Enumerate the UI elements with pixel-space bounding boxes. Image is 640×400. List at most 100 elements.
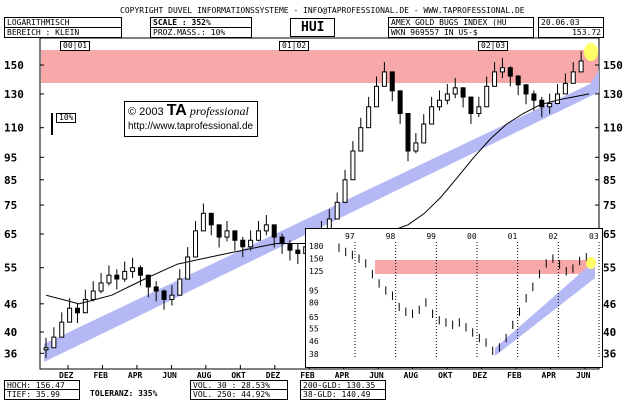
x-tick-label: JUN (162, 371, 177, 380)
candle-body (421, 123, 427, 144)
inset-x-tick-label: 02 (548, 232, 558, 241)
y-tick-label: 65 (603, 228, 616, 241)
y-tick-label: 40 (4, 326, 17, 339)
y-tick-label: 55 (4, 262, 17, 275)
inset-resistance-band (375, 260, 595, 274)
candle-body (429, 106, 435, 125)
resistance-band (41, 50, 598, 83)
candle-body (397, 90, 403, 115)
candle-body (476, 106, 482, 115)
candle-body (381, 71, 387, 87)
ticker-label: HUI (290, 18, 336, 37)
x-tick-label: FEB (300, 371, 315, 380)
candle-body (389, 71, 395, 92)
candle-body (74, 307, 80, 314)
stat-38gld: 38-GLD: 140.49 (300, 389, 386, 400)
x-tick-label: APR (335, 371, 350, 380)
inset-y-tick-label: 65 (309, 313, 319, 322)
y-tick-label: 36 (603, 347, 617, 360)
y-tick-label: 55 (603, 262, 616, 275)
year-marker: 02|03 (478, 41, 509, 51)
inset-x-tick-label: 99 (426, 232, 436, 241)
scale-bar (51, 113, 53, 135)
candle-body (358, 127, 364, 152)
stat-vol250: VOL. 250: 44.92% (190, 389, 288, 400)
candle-body (547, 102, 553, 108)
candle-body (271, 224, 277, 238)
candle-body (153, 286, 159, 292)
inset-y-tick-label: 180 (309, 242, 324, 251)
candle-body (43, 347, 49, 351)
candle-body (208, 212, 214, 226)
watermark-url: http://www.taprofessional.de (128, 121, 254, 132)
candle-body (255, 230, 261, 241)
candle-body (515, 75, 521, 86)
candle-body (562, 82, 568, 95)
y-tick-label: 85 (603, 174, 616, 187)
last-price: 153.72 (538, 27, 604, 38)
candle-body (82, 298, 88, 314)
x-tick-label: DEZ (266, 371, 281, 380)
inset-chart: 38 46 55 65 80 95 125 150 180 97 98 99 00 01 02 03 (305, 228, 603, 368)
x-tick-label: AUG (404, 371, 419, 380)
inset-x-tick-label: 97 (345, 232, 355, 241)
inset-x-tick-label: 00 (467, 232, 477, 241)
candle-body (200, 212, 206, 232)
inset-y-tick-label: 95 (309, 286, 319, 295)
candle-body (263, 224, 269, 232)
y-tick-label: 95 (603, 151, 616, 164)
x-tick-label: OKT (438, 371, 453, 380)
candle-body (122, 270, 128, 280)
candle-body (555, 93, 561, 104)
candle-body (114, 274, 120, 280)
candle-body (59, 321, 65, 338)
y-tick-label: 150 (603, 59, 623, 72)
prozmass-label: PROZ.MASS.: 10% (150, 27, 252, 38)
watermark-box: © 2003 TA professional http://www.taprof… (124, 101, 258, 137)
candle-body (539, 99, 545, 108)
year-marker: 01|02 (279, 41, 310, 51)
candle-body (177, 278, 183, 296)
candle-body (90, 290, 96, 300)
candle-body (67, 307, 73, 323)
candle-body (507, 67, 513, 77)
x-tick-label: JUN (369, 371, 384, 380)
candle-body (366, 106, 372, 129)
y-tick-label: 40 (603, 326, 616, 339)
inset-y-tick-label: 38 (309, 350, 319, 359)
candle-body (240, 239, 246, 248)
candle-body (570, 71, 576, 84)
last-price-highlight (584, 43, 598, 61)
x-tick-label: DEZ (59, 371, 74, 380)
candle-body (161, 290, 167, 300)
x-tick-label: DEZ (473, 371, 488, 380)
candle-body (193, 230, 199, 258)
y-tick-label: 75 (4, 199, 17, 212)
candle-body (216, 224, 222, 238)
candle-body (334, 201, 340, 220)
y-tick-label: 130 (4, 88, 24, 101)
y-tick-label: 110 (4, 122, 24, 135)
watermark-copyright: © 2003 (128, 106, 164, 118)
candle-body (452, 87, 458, 95)
candle-body (460, 87, 466, 98)
candle-body (374, 85, 380, 108)
x-tick-label: FEB (93, 371, 108, 380)
x-tick-label: AUG (197, 371, 212, 380)
y-tick-label: 130 (603, 88, 623, 101)
inset-y-tick-label: 80 (309, 298, 319, 307)
trend-channel (44, 70, 599, 362)
candle-body (287, 243, 293, 251)
candle-body (578, 60, 584, 73)
x-tick-label: APR (128, 371, 143, 380)
y-tick-label: 65 (4, 228, 17, 241)
candle-body (169, 294, 175, 300)
candle-body (444, 93, 450, 101)
x-tick-label: APR (542, 371, 557, 380)
inset-x-tick-label: 03 (589, 232, 599, 241)
candle-body (405, 113, 411, 152)
y-tick-label: 110 (603, 122, 623, 135)
candle-body (137, 267, 143, 276)
inset-y-tick-label: 150 (309, 254, 324, 263)
candle-body (248, 239, 254, 248)
